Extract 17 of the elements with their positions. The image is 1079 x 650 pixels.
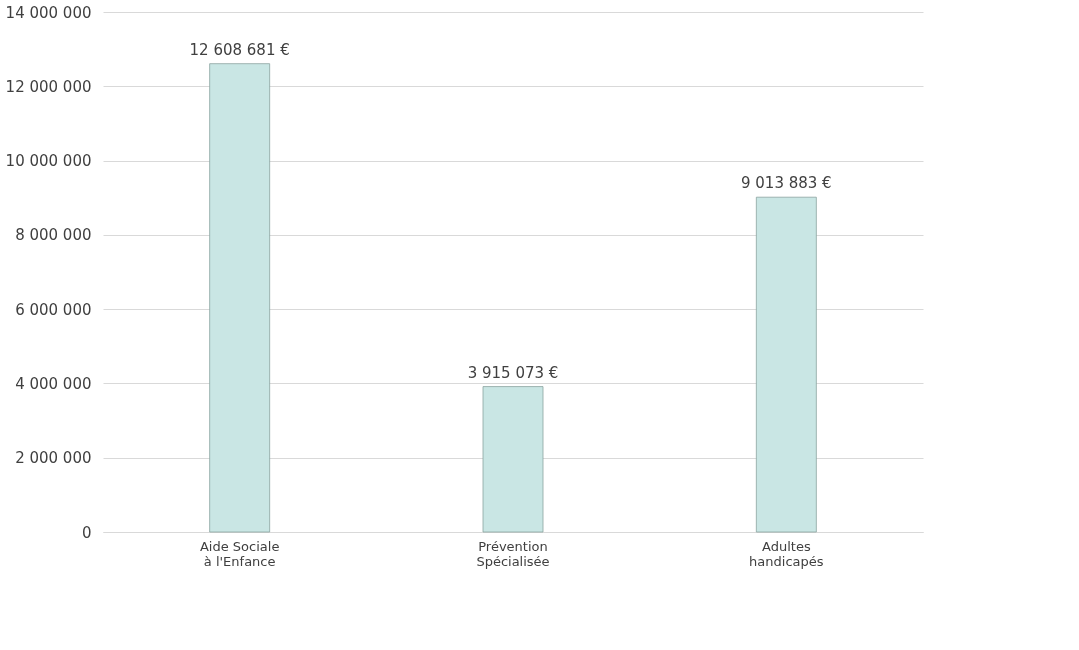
x-tick-label: Adultes handicapés (749, 538, 824, 569)
bar (482, 386, 544, 533)
y-tick-label: 4 000 000 (15, 374, 92, 393)
y-tick-label: 14 000 000 (5, 3, 92, 22)
y-tick-label: 2 000 000 (15, 449, 92, 468)
bar (209, 63, 271, 533)
bar (755, 196, 817, 533)
y-tick-label: 10 000 000 (5, 152, 92, 171)
y-tick-label: 6 000 000 (15, 300, 92, 319)
y-tick-label: 12 000 000 (5, 77, 92, 96)
data-label: 9 013 883 € (741, 174, 832, 193)
x-tick-label: Prévention Spécialisée (476, 538, 550, 569)
data-label: 12 608 681 € (189, 40, 290, 59)
data-label: 3 915 073 € (467, 363, 559, 382)
y-tick-label: 8 000 000 (15, 226, 92, 245)
x-tick-label: Aide Sociale à l'Enfance (199, 538, 280, 569)
y-tick-label: 0 (81, 523, 92, 542)
